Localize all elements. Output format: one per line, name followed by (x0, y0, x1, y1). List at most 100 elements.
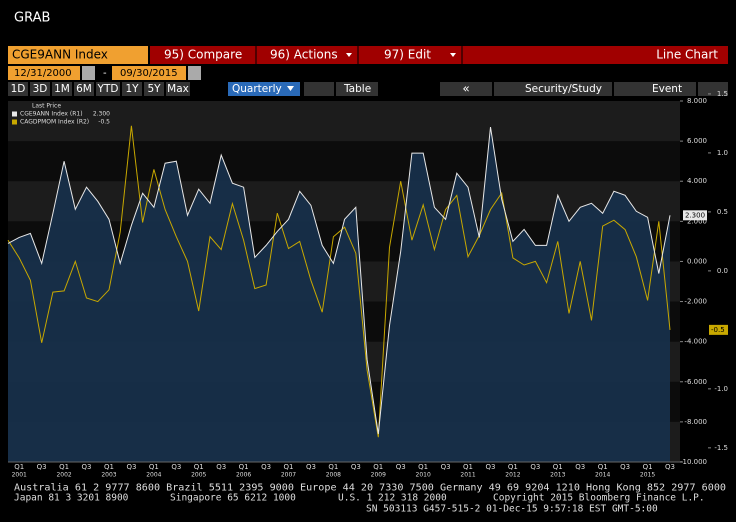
x-tick-label: Q1 (553, 463, 563, 471)
x-year-label: 2013 (550, 472, 565, 479)
dropdown-arrow (287, 86, 294, 91)
event: Event (652, 83, 682, 95)
x-year-label: 2007 (281, 472, 296, 479)
legend-entry: CAGDPMOM Index (R2) (20, 119, 89, 126)
period-button[interactable] (166, 82, 190, 96)
x-tick-label: Q1 (463, 463, 473, 471)
y-tick-label: -10.000 (680, 458, 707, 466)
menu-actions[interactable]: 96) Actions (270, 48, 338, 62)
x-year-label: 2003 (101, 472, 116, 479)
period-button[interactable] (8, 82, 28, 96)
legend-entry: CGE9ANN Index (R1) (20, 111, 83, 118)
screen-title: GRAB (14, 11, 50, 26)
x-year-label: 2012 (505, 472, 520, 479)
x-year-label: 2015 (640, 472, 655, 479)
security-study-button[interactable] (494, 82, 612, 96)
footer-line: Australia 61 2 9777 8600 Brazil 5511 239… (14, 483, 726, 494)
settings-button[interactable] (698, 82, 728, 96)
legend-swatch (12, 119, 17, 125)
y-tick-label: -8.000 (684, 418, 707, 426)
footer-item: U.S. 1 212 318 2000 (338, 493, 447, 504)
collapse-button[interactable] (440, 82, 492, 96)
legend-value: 2.300 (93, 111, 110, 118)
footer-item: Singapore 65 6212 1000 (170, 493, 296, 504)
series-line (7, 125, 671, 438)
x-tick-label: Q3 (485, 463, 495, 471)
footer-line: SN 503113 G457-515-2 01-Dec-15 9:57:18 E… (366, 504, 658, 515)
start-date-field[interactable] (8, 66, 80, 80)
x-year-label: 2009 (371, 472, 386, 479)
period-button[interactable] (74, 82, 94, 96)
grid-band (8, 101, 680, 142)
period-button[interactable] (30, 82, 50, 96)
x-year-label: 2008 (326, 472, 341, 479)
x-tick-label: Q1 (194, 463, 204, 471)
period: 3D (33, 83, 48, 95)
legend-value: -0.5 (98, 119, 110, 126)
y2-tick-label: 0.0 (717, 267, 728, 275)
calendar-icon[interactable] (188, 66, 201, 80)
dropdown-arrow (346, 53, 352, 57)
period: 1D (11, 83, 26, 95)
series-line (7, 127, 671, 434)
period: 6M (76, 83, 92, 95)
x-year-label: 2010 (416, 472, 431, 479)
legend-swatch (12, 111, 17, 117)
footer-item: Copyright 2015 Bloomberg Finance L.P. (493, 493, 705, 504)
x-tick-label: Q1 (284, 463, 294, 471)
period-button[interactable] (144, 82, 164, 96)
end-date-field[interactable] (112, 66, 186, 80)
footer-item: Japan 81 3 3201 8900 (14, 493, 129, 504)
y2-tick-label: 0.5 (717, 208, 728, 216)
x-tick-label: Q3 (126, 463, 136, 471)
x-tick-label: Q3 (171, 463, 181, 471)
period-button[interactable] (122, 82, 142, 96)
dropdown-arrow (450, 53, 456, 57)
period: YTD (97, 83, 119, 95)
menu-edit[interactable]: 97) Edit (384, 48, 431, 62)
calendar-icon[interactable] (82, 66, 95, 80)
x-tick-label: Q3 (530, 463, 540, 471)
chart-icon-button[interactable] (304, 82, 334, 96)
y-tick-label: -6.000 (684, 378, 707, 386)
security-field[interactable] (8, 46, 148, 64)
y-tick-label: 8.000 (687, 97, 707, 105)
end-date: 09/30/2015 (120, 68, 178, 79)
period-button[interactable] (52, 82, 72, 96)
period-button[interactable] (96, 82, 120, 96)
period: 1Y (125, 83, 139, 95)
x-tick-label: Q1 (598, 463, 608, 471)
y-tick-label: -2.000 (684, 298, 707, 306)
x-year-label: 2006 (236, 472, 251, 479)
table-button[interactable] (336, 82, 378, 96)
x-tick-label: Q1 (508, 463, 518, 471)
x-tick-label: Q3 (261, 463, 271, 471)
menu-compare[interactable]: 95) Compare (164, 48, 242, 62)
y2-tick-label: 1.0 (717, 149, 728, 157)
y-tick-label: 2.000 (687, 217, 707, 225)
y-tick-label: 6.000 (687, 137, 707, 145)
x-tick-label: Q3 (620, 463, 630, 471)
x-year-label: 2011 (460, 472, 475, 479)
chart-kind: Line Chart (656, 48, 718, 62)
date-separator: - (103, 68, 107, 79)
last-value-box (709, 324, 728, 335)
grid-band (8, 181, 680, 222)
x-tick-label: Q1 (328, 463, 338, 471)
x-tick-label: Q3 (216, 463, 226, 471)
collapse-icon: « (462, 82, 469, 96)
period: 5Y (147, 83, 161, 95)
x-tick-label: Q3 (441, 463, 451, 471)
legend-title: Last Price (32, 103, 61, 110)
security-study: Security/Study (525, 83, 602, 95)
x-year-label: 2004 (146, 472, 161, 479)
x-tick-label: Q1 (59, 463, 69, 471)
y2-tick-label: -1.0 (714, 385, 728, 393)
last-value-label: 2.300 (685, 211, 705, 219)
y2-tick-label: 1.5 (717, 90, 728, 98)
x-tick-label: Q3 (396, 463, 406, 471)
frequency-dropdown[interactable] (228, 82, 300, 96)
table: Table (343, 83, 371, 95)
event-button[interactable] (614, 82, 696, 96)
